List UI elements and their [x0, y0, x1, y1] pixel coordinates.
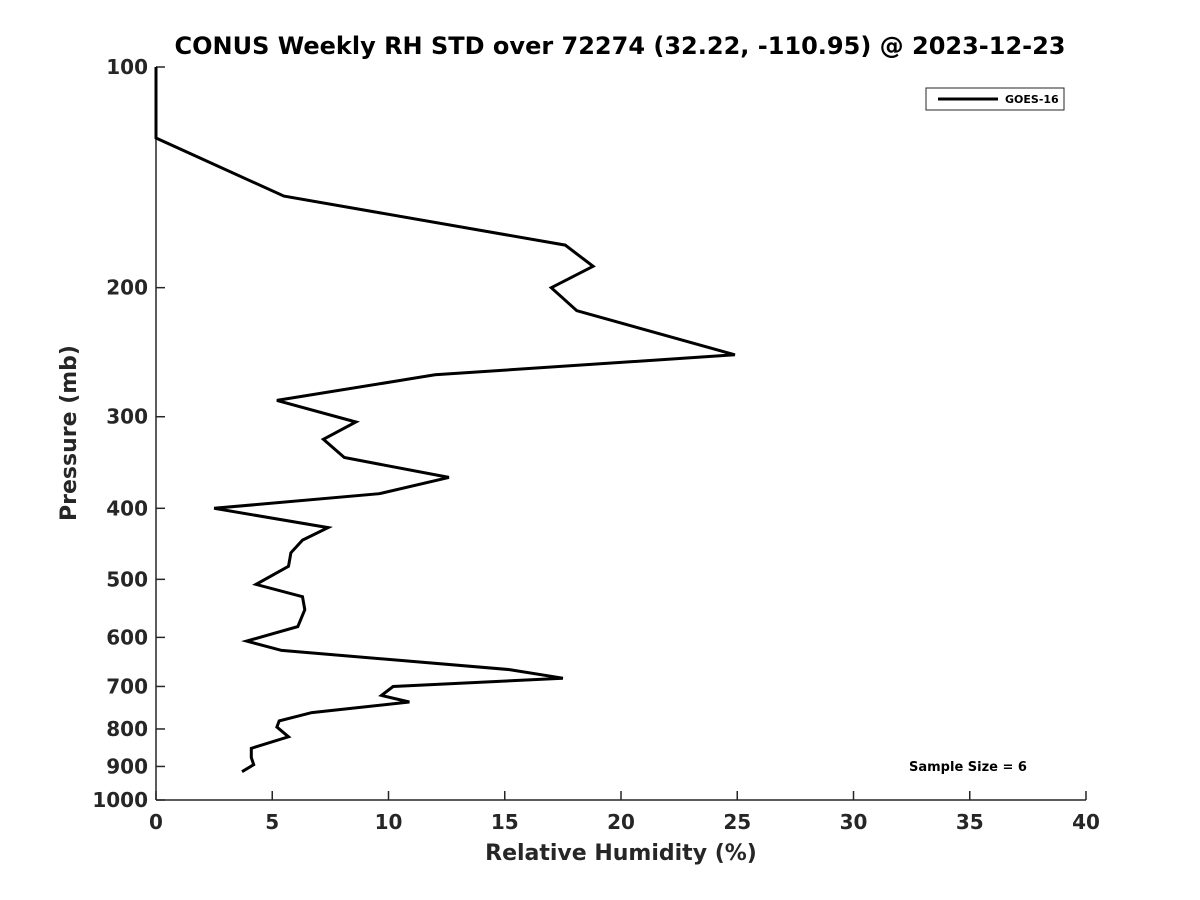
x-tick-label: 25 — [723, 810, 751, 834]
x-tick-label: 15 — [491, 810, 519, 834]
y-tick-label: 100 — [106, 55, 148, 79]
y-tick-label: 1000 — [92, 788, 148, 812]
y-tick-label: 200 — [106, 276, 148, 300]
legend-label: GOES-16 — [1005, 93, 1059, 106]
y-tick-label: 700 — [106, 674, 148, 698]
x-tick-label: 10 — [375, 810, 403, 834]
x-tick-label: 5 — [265, 810, 279, 834]
series-line-goes-16[interactable] — [154, 67, 736, 773]
sample-size-annotation: Sample Size = 6 — [909, 760, 1027, 775]
y-tick-label: 800 — [106, 717, 148, 741]
x-tick-label: 0 — [149, 810, 163, 834]
y-tick-label: 600 — [106, 625, 148, 649]
x-axis-title: Relative Humidity (%) — [485, 841, 757, 866]
x-ticks: 0 5 10 15 20 25 30 35 40 — [149, 791, 1100, 834]
x-tick-label: 20 — [607, 810, 635, 834]
x-tick-label: 40 — [1072, 810, 1100, 834]
series-layer — [154, 67, 736, 773]
x-tick-label: 30 — [840, 810, 868, 834]
x-tick-label: 35 — [956, 810, 984, 834]
y-axis-title: Pressure (mb) — [57, 345, 82, 521]
y-tick-label: 400 — [106, 496, 148, 520]
y-tick-label: 900 — [106, 754, 148, 778]
legend[interactable]: GOES-16 — [925, 87, 1065, 111]
chart-title: CONUS Weekly RH STD over 72274 (32.22, -… — [174, 32, 1065, 60]
y-tick-label: 300 — [106, 405, 148, 429]
y-ticks: 100 200 300 400 500 600 700 800 900 1000 — [92, 55, 165, 812]
y-tick-label: 500 — [106, 567, 148, 591]
